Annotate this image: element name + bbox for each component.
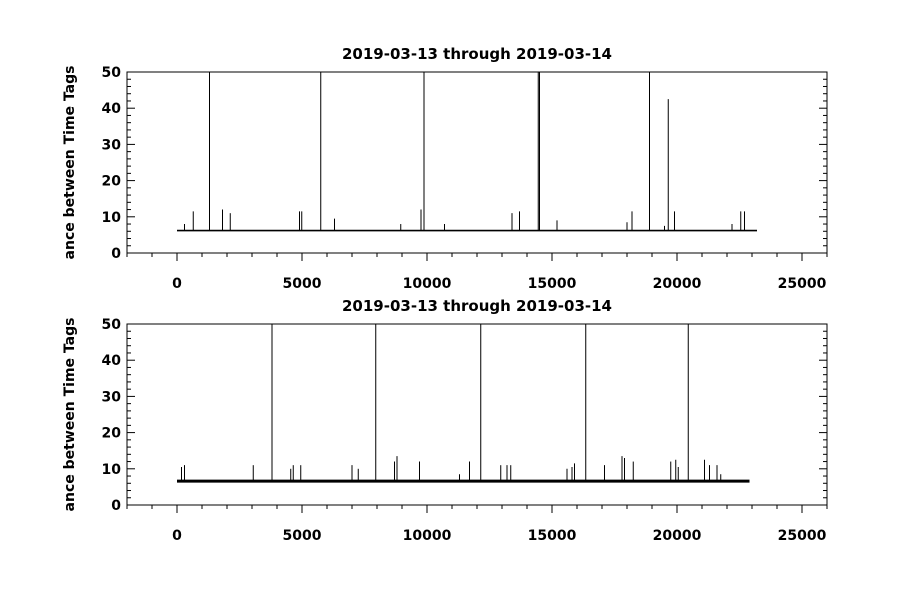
y-tick-label: 50 [102, 317, 122, 333]
x-tick-label: 10000 [403, 528, 452, 544]
plot-frame [126, 323, 828, 506]
y-tick-label: 30 [102, 389, 122, 405]
chart-panel-2: 2019-03-13 through 2019-03-14 ance betwee… [62, 297, 828, 544]
x-tick-label: 25000 [778, 276, 827, 292]
y-tick-label: 50 [102, 65, 122, 81]
y-tick-label: 20 [102, 426, 122, 442]
y-axis-label: ance between Time Tags [62, 318, 78, 512]
chart-panel-1: 2019-03-13 through 2019-03-14 ance betwee… [62, 45, 828, 292]
y-tick-label: 20 [102, 174, 122, 190]
x-tick-label: 5000 [283, 528, 322, 544]
y-tick-label: 30 [102, 137, 122, 153]
y-tick-label: 0 [111, 498, 121, 514]
x-tick-label: 5000 [283, 276, 322, 292]
x-tick-label: 20000 [653, 528, 702, 544]
x-tick-label: 15000 [528, 528, 577, 544]
x-tick-label: 15000 [528, 276, 577, 292]
y-axis-label: ance between Time Tags [62, 66, 78, 260]
y-tick-label: 40 [102, 353, 122, 369]
plot-frame [126, 71, 828, 254]
y-tick-label: 10 [102, 210, 122, 226]
x-tick-label: 10000 [403, 276, 452, 292]
chart-title: 2019-03-13 through 2019-03-14 [342, 297, 612, 315]
y-tick-label: 10 [102, 462, 122, 478]
chart-title: 2019-03-13 through 2019-03-14 [342, 45, 612, 63]
x-tick-label: 20000 [653, 276, 702, 292]
x-tick-label: 0 [172, 528, 182, 544]
x-tick-label: 25000 [778, 528, 827, 544]
y-tick-label: 0 [111, 246, 121, 262]
y-tick-label: 40 [102, 101, 122, 117]
x-tick-label: 0 [172, 276, 182, 292]
